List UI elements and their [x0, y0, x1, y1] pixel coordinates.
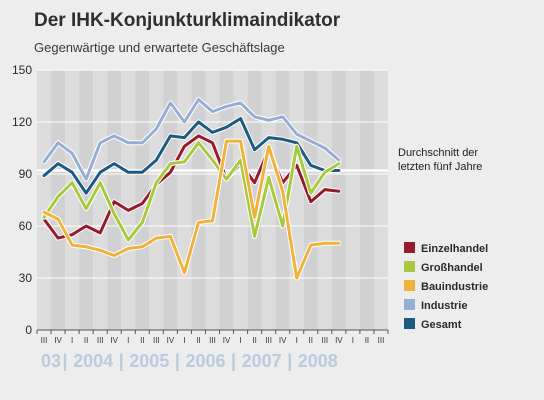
legend-swatch [404, 280, 415, 291]
quarter-band [317, 70, 332, 330]
quarter-band [345, 70, 360, 330]
quarter-label: II [252, 336, 256, 345]
quarter-band [261, 70, 276, 330]
quarter-band [177, 70, 192, 330]
chart-title: Der IHK-Konjunkturklimaindikator [34, 10, 341, 31]
legend-swatch [404, 299, 415, 310]
y-tick-label: 0 [25, 323, 32, 337]
series-line-bauindustrie [42, 139, 341, 280]
quarter-band [219, 70, 234, 330]
quarter-label: IV [279, 336, 287, 345]
quarter-band [289, 70, 304, 330]
quarter-label: I [296, 336, 298, 345]
quarter-band [79, 70, 94, 330]
legend-swatch [404, 318, 415, 329]
quarter-label: II [140, 336, 144, 345]
series-line-industrie [42, 98, 341, 181]
y-axis-ticks: 0 30 60 90 120 150 [12, 63, 32, 337]
quarter-label: II [365, 336, 369, 345]
quarter-band [205, 70, 220, 330]
legend-label: Einzelhandel [421, 243, 488, 255]
year-separator: | [119, 351, 124, 371]
quarter-band [233, 70, 248, 330]
y-tick-label: 60 [19, 219, 33, 233]
quarter-band [247, 70, 262, 330]
quarter-label: III [41, 336, 48, 345]
quarter-label: II [309, 336, 313, 345]
legend-swatch [404, 242, 415, 253]
year-separator: | [287, 351, 292, 371]
quarter-label: IV [335, 336, 343, 345]
quarter-label: III [209, 336, 216, 345]
quarter-label: I [239, 336, 241, 345]
quarter-label: IV [54, 336, 62, 345]
annotation-line1: Durchschnitt der [398, 147, 478, 159]
year-separator: | [231, 351, 236, 371]
quarter-band [373, 70, 388, 330]
y-tick-label: 30 [19, 271, 33, 285]
quarter-band [37, 70, 52, 330]
quarter-label: I [352, 336, 354, 345]
year-separator: | [63, 351, 68, 371]
quarter-band [331, 70, 346, 330]
x-axis: III IV I II III IV I II III IV I II III IV I II III IV I II… [36, 329, 389, 371]
legend-label: Bauindustrie [421, 281, 488, 293]
year-separator: | [175, 351, 180, 371]
quarter-label: I [183, 336, 185, 345]
average-annotation: Durchschnitt der letzten fünf Jahre [398, 147, 482, 173]
chart-subtitle: Gegenwärtige und erwartete Geschäftslage [34, 40, 285, 55]
y-tick-label: 90 [19, 167, 33, 181]
quarter-label: II [196, 336, 200, 345]
quarter-label: III [153, 336, 160, 345]
y-tick-label: 150 [12, 63, 32, 77]
year-label: 2008 [298, 351, 338, 371]
y-tick-label: 120 [12, 115, 32, 129]
legend-swatch [404, 261, 415, 272]
legend: Einzelhandel Großhandel Bauindustrie Indust… [404, 242, 488, 331]
quarter-label: I [71, 336, 73, 345]
year-label: 03 [41, 351, 61, 371]
series-lines [37, 97, 388, 281]
quarter-band [359, 70, 374, 330]
quarter-band [65, 70, 80, 330]
quarter-band [121, 70, 136, 330]
quarter-label: III [321, 336, 328, 345]
quarter-label: III [265, 336, 272, 345]
annotation-line2: letzten fünf Jahre [398, 161, 482, 173]
legend-label: Gesamt [421, 319, 462, 331]
series-line-gro-handel [42, 141, 341, 242]
quarter-label: IV [223, 336, 231, 345]
year-label: 2007 [242, 351, 282, 371]
quarter-label: IV [110, 336, 118, 345]
quarter-label: III [378, 336, 385, 345]
series-line-gesamt [42, 117, 341, 195]
quarter-label: III [97, 336, 104, 345]
quarter-label: IV [167, 336, 175, 345]
legend-label: Großhandel [421, 262, 483, 274]
quarter-label: I [127, 336, 129, 345]
year-label: 2004 [73, 351, 113, 371]
year-label: 2005 [129, 351, 169, 371]
quarter-label: II [84, 336, 88, 345]
quarter-band [93, 70, 108, 330]
legend-label: Industrie [421, 300, 467, 312]
year-label: 2006 [185, 351, 225, 371]
